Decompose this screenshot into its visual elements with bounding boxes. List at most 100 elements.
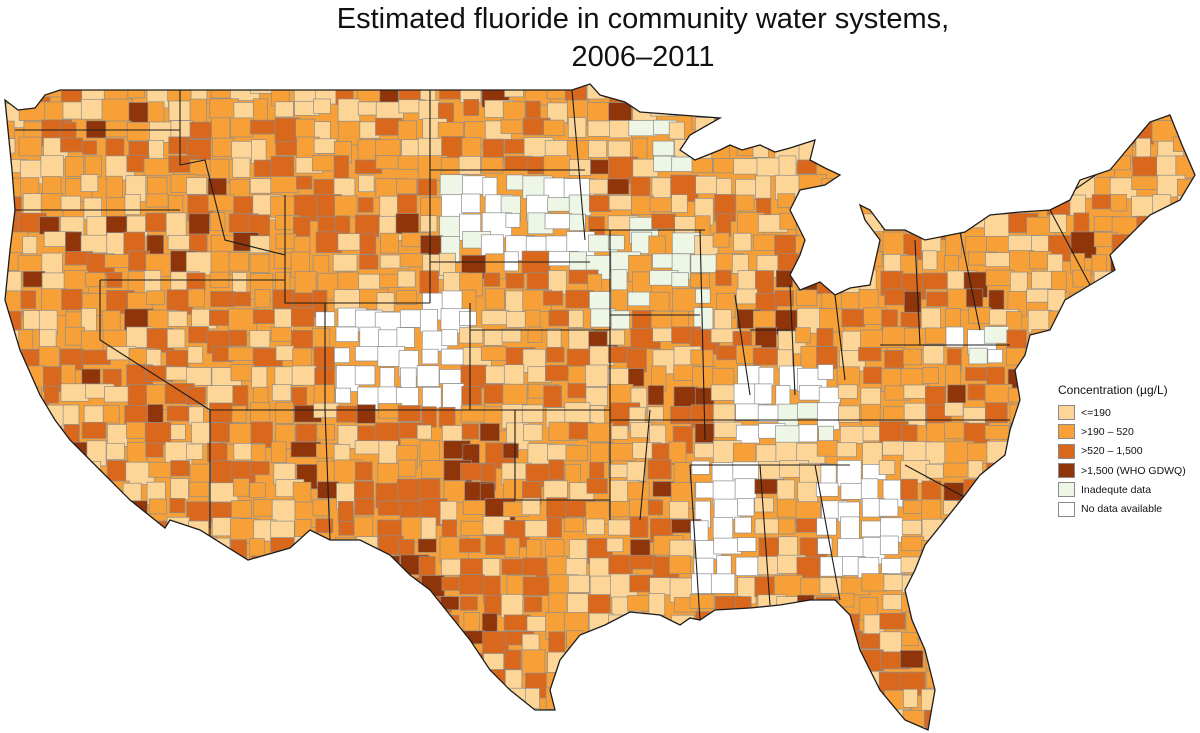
county-cell (628, 652, 659, 669)
county-cell (354, 461, 373, 481)
county-cell (1196, 255, 1200, 280)
county-cell (879, 631, 902, 653)
county-cell (334, 557, 365, 576)
state-border (699, 229, 706, 441)
county-cell (107, 690, 129, 708)
county-cell (380, 555, 401, 581)
county-cell (1136, 235, 1154, 259)
county-cell (755, 725, 776, 730)
county-cell (1070, 556, 1094, 577)
county-cell (1175, 345, 1195, 371)
county-cell (1069, 326, 1093, 343)
county-cell (63, 520, 89, 535)
county-cell (523, 727, 540, 730)
county-cell (83, 631, 99, 647)
county-cell (1090, 345, 1109, 363)
county-cell (879, 612, 906, 630)
county-cell (353, 516, 374, 539)
county-cell (548, 309, 571, 327)
county-cell (1173, 271, 1192, 291)
county-cell (691, 460, 710, 475)
county-cell (521, 497, 541, 516)
county-cell (19, 594, 49, 617)
county-cell (1094, 121, 1124, 140)
county-cell (966, 671, 981, 687)
county-cell (564, 517, 584, 533)
county-cell (1152, 273, 1177, 289)
county-cell (191, 613, 218, 631)
county-cell (860, 251, 883, 268)
county-cell (1173, 611, 1195, 637)
county-cell (463, 99, 480, 116)
county-cell (1090, 652, 1117, 670)
county-cell (417, 707, 441, 723)
county-cell (924, 615, 944, 639)
county-cell (1069, 652, 1091, 672)
county-cell (838, 630, 863, 645)
county-cell (967, 650, 986, 675)
county-cell (925, 651, 955, 670)
county-cell (1007, 497, 1024, 514)
county-cell (1173, 669, 1195, 685)
county-cell (921, 84, 942, 111)
state-border (814, 464, 841, 601)
county-cell (565, 558, 588, 577)
county-cell (985, 269, 1015, 286)
county-cell (756, 672, 787, 689)
county-cell (17, 442, 40, 457)
county-cell (189, 574, 211, 600)
county-cell (526, 272, 550, 290)
county-cell (903, 384, 928, 399)
county-cell (840, 516, 860, 542)
county-cell (945, 196, 975, 223)
county-cell (737, 498, 755, 517)
legend-item-low: <=190 (1058, 403, 1200, 422)
county-cell (1176, 212, 1195, 235)
county-cell (208, 727, 228, 730)
county-cell (1048, 174, 1077, 193)
county-cell (901, 594, 929, 613)
county-cell (1026, 595, 1050, 612)
county-cell (1028, 728, 1045, 730)
county-cell (170, 729, 198, 730)
county-cell (459, 596, 478, 611)
county-cell (107, 632, 132, 653)
county-cell (649, 615, 665, 640)
county-cell (774, 649, 793, 674)
county-cell (1154, 346, 1170, 363)
county-cell (186, 443, 204, 460)
county-cell (944, 539, 973, 567)
county-cell (5, 577, 25, 605)
county-cell (127, 651, 147, 675)
county-cell (274, 707, 291, 724)
county-cell (588, 728, 610, 730)
county-cell (985, 117, 1007, 139)
county-cell (442, 383, 465, 410)
county-cell (17, 480, 38, 504)
county-cell (733, 652, 761, 678)
county-cell (1009, 671, 1026, 689)
county-cell (419, 668, 441, 686)
county-cell (965, 136, 988, 154)
legend-item-no-data: No data available (1058, 499, 1200, 518)
state-border (1049, 209, 1091, 286)
county-cell (587, 120, 612, 137)
county-cell (776, 596, 798, 623)
legend-label-low: <=190 (1081, 406, 1111, 419)
county-cell (419, 309, 438, 333)
county-cell (60, 383, 90, 402)
county-cell (967, 634, 985, 651)
county-cell (984, 213, 1010, 239)
county-cell (1010, 422, 1030, 447)
county-cell (611, 690, 638, 710)
county-cell (774, 290, 794, 307)
county-cell (187, 346, 203, 364)
county-cell (313, 614, 330, 631)
county-cell (106, 538, 134, 557)
county-cell (231, 594, 247, 619)
county-cell (735, 688, 755, 715)
county-cell (1176, 597, 1195, 620)
county-cell (1009, 727, 1026, 730)
county-cell (60, 592, 91, 618)
